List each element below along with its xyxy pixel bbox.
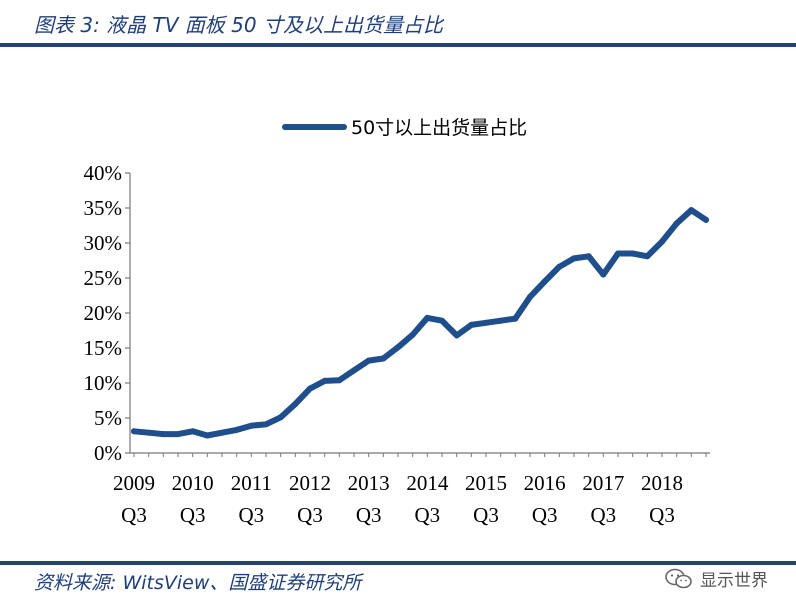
y-tick-label: 10% [84,371,123,395]
data-point [409,331,416,338]
data-point [424,314,431,321]
data-point [615,250,621,257]
data-point [233,426,240,433]
data-point [673,220,680,227]
data-point [351,367,357,374]
data-point [585,253,592,260]
data-point [189,428,196,435]
data-point [160,431,167,438]
data-point [292,401,299,407]
y-tick-label: 5% [94,406,122,430]
y-tick-label: 25% [84,266,123,290]
data-point [131,428,137,435]
x-tick-quarter-label: Q3 [297,503,323,527]
y-tick-label: 0% [94,441,122,465]
figure-title: 图表 3: 液晶 TV 面板 50 寸及以上出货量占比 [34,13,443,37]
x-tick-year-label: 2013 [348,471,390,495]
data-point [336,377,343,384]
data-point [277,414,284,421]
data-point [380,355,387,362]
series [131,207,709,439]
data-point [527,293,533,300]
data-point [541,278,548,285]
data-point [204,432,211,439]
data-point [453,332,460,339]
data-point [644,253,651,260]
y-tick-label: 30% [84,231,123,255]
data-point [175,431,181,438]
x-tick-quarter-label: Q3 [356,503,382,527]
y-tick-label: 40% [84,161,123,185]
x-tick-year-label: 2014 [406,471,449,495]
data-point [248,422,255,429]
x-tick-year-label: 2009 [113,471,155,495]
y-tick-label: 20% [84,301,123,325]
x-axis-ticks: 2009 Q3 2010 Q3 2011 Q3 2012 Q3 2013 Q3 2014 Q3 2015… [113,453,707,527]
data-point [571,255,577,262]
top-rule [0,43,796,47]
x-tick-quarter-label: Q3 [590,503,616,527]
watermark: 显示世界 [664,566,768,591]
x-tick-year-label: 2018 [641,471,683,495]
x-tick-year-label: 2015 [465,471,507,495]
axes [129,173,710,454]
data-point [365,357,372,364]
data-point [556,263,563,270]
x-tick-quarter-label: Q3 [473,503,499,527]
source-note: 资料来源: WitsView、国盛证券研究所 [34,572,362,594]
line-chart: 50寸以上出货量占比 0% 5% 10% 15% 20% 25% 30% 35% 40% 200… [84,117,710,527]
data-point [483,319,489,326]
series-line [131,207,709,439]
data-point [145,429,152,436]
x-tick-year-label: 2012 [289,471,331,495]
y-tick-label: 35% [84,196,123,220]
x-tick-year-label: 2011 [231,471,272,495]
wechat-icon [665,568,692,588]
watermark-text: 显示世界 [700,571,768,591]
x-tick-year-label: 2016 [524,471,566,495]
x-tick-quarter-label: Q3 [532,503,558,527]
data-point [439,317,445,324]
legend-label: 50寸以上出货量占比 [351,117,527,139]
x-tick-year-label: 2017 [582,471,624,495]
data-point [688,207,695,214]
data-point [468,321,475,328]
data-point [600,271,607,278]
x-tick-quarter-label: Q3 [414,503,440,527]
data-point [497,317,504,324]
y-tick-label: 15% [84,336,123,360]
x-tick-quarter-label: Q3 [649,503,675,527]
legend: 50寸以上出货量占比 [282,117,527,139]
data-point [512,315,519,322]
data-point [629,250,636,257]
data-point [263,421,269,428]
data-point [321,377,328,384]
x-tick-quarter-label: Q3 [238,503,264,527]
y-axis-ticks: 0% 5% 10% 15% 20% 25% 30% 35% 40% [84,161,130,465]
x-tick-quarter-label: Q3 [180,503,206,527]
data-point [703,216,709,223]
data-point [307,385,313,392]
data-point [219,429,225,436]
bottom-rule [0,561,796,565]
data-point [395,344,401,351]
x-tick-quarter-label: Q3 [121,503,147,527]
data-point [659,238,665,245]
x-tick-year-label: 2010 [172,471,214,495]
